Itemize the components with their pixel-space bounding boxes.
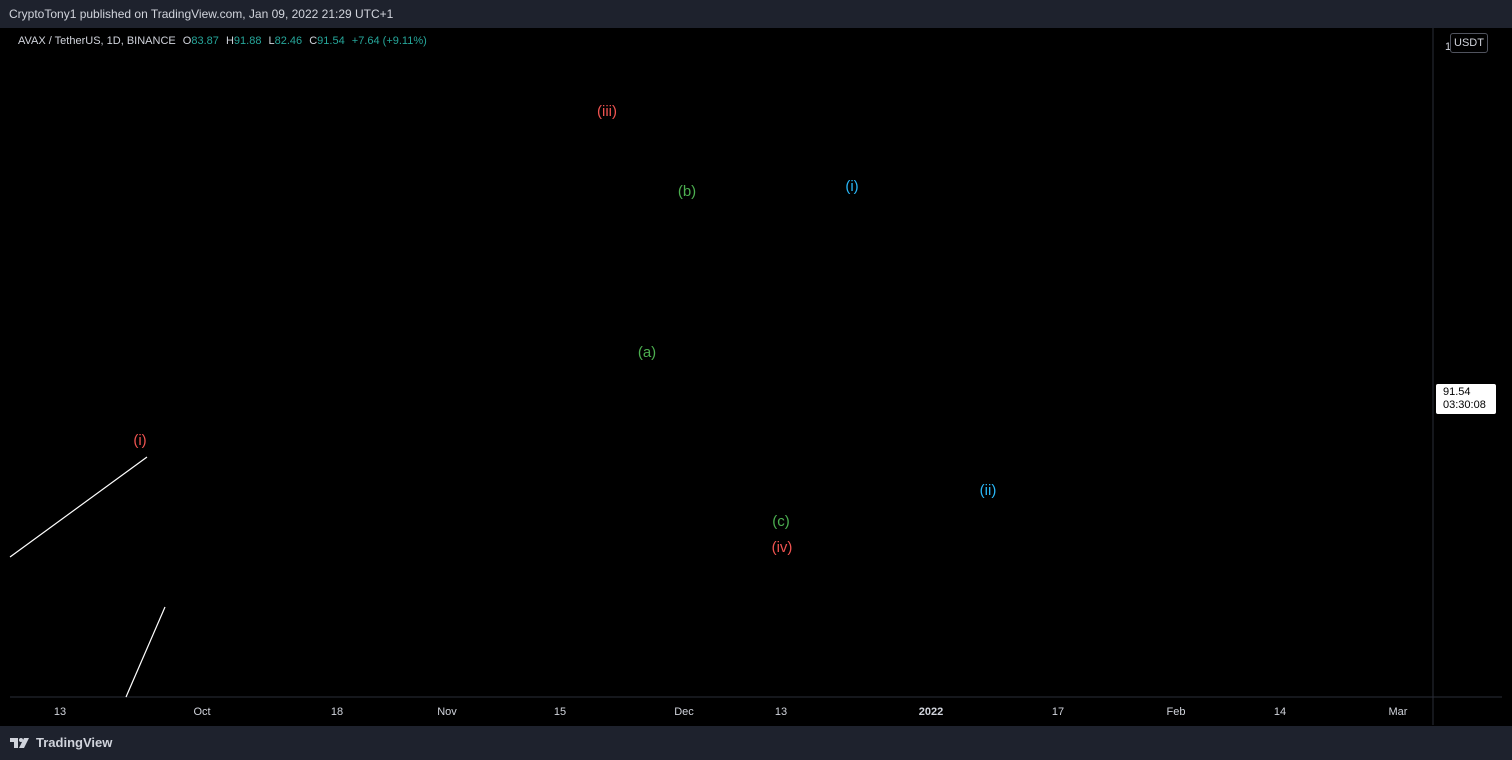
time-tick-label: Mar bbox=[1389, 706, 1408, 718]
tradingview-logo[interactable]: TradingView bbox=[10, 735, 112, 750]
wave-label[interactable]: (iv) bbox=[772, 539, 793, 556]
open-label: O bbox=[182, 35, 192, 47]
time-tick-label: Oct bbox=[193, 706, 210, 718]
currency-button[interactable]: USDT bbox=[1450, 33, 1488, 53]
close-value: 91.54 bbox=[317, 35, 345, 47]
time-tick-label: Dec bbox=[674, 706, 694, 718]
time-tick-label: Feb bbox=[1167, 706, 1186, 718]
time-tick-label: Nov bbox=[437, 706, 457, 718]
time-tick-label: 2022 bbox=[919, 706, 943, 718]
wave-label[interactable]: (c) bbox=[772, 513, 790, 530]
current-price-value: 91.54 bbox=[1443, 386, 1471, 398]
wave-label[interactable]: (i) bbox=[845, 178, 858, 195]
current-price-tag: 91.54 03:30:08 bbox=[1436, 384, 1496, 414]
symbol-name[interactable]: AVAX / TetherUS, 1D, BINANCE bbox=[18, 35, 176, 47]
wave-label[interactable]: (b) bbox=[678, 183, 696, 200]
time-tick-label: 17 bbox=[1052, 706, 1064, 718]
publisher-text: CryptoTony1 published on TradingView.com… bbox=[9, 7, 394, 21]
time-tick-label: 15 bbox=[554, 706, 566, 718]
change-value: +7.64 (+9.11%) bbox=[351, 35, 427, 47]
open-value: 83.87 bbox=[191, 35, 219, 47]
wave-label[interactable]: (ii) bbox=[980, 482, 997, 499]
high-value: 91.88 bbox=[233, 35, 262, 47]
wave-label[interactable]: (i) bbox=[133, 432, 146, 449]
tradingview-brand: TradingView bbox=[36, 735, 113, 750]
top-bar: CryptoTony1 published on TradingView.com… bbox=[0, 0, 1512, 28]
low-value: 82.46 bbox=[274, 35, 303, 47]
price-tick-label: 1 bbox=[1445, 41, 1451, 53]
trendline-lower[interactable] bbox=[125, 606, 166, 698]
wave-label[interactable]: (a) bbox=[638, 344, 656, 361]
tradingview-logo-icon bbox=[10, 737, 29, 748]
time-tick-label: 13 bbox=[775, 706, 787, 718]
high-label: H bbox=[225, 35, 234, 47]
trendline-upper[interactable] bbox=[9, 456, 148, 558]
time-tick-label: 18 bbox=[331, 706, 343, 718]
close-label: C bbox=[309, 35, 318, 47]
bottom-bar: TradingView bbox=[0, 726, 1512, 760]
low-label: L bbox=[268, 35, 275, 47]
time-tick-label: 13 bbox=[54, 706, 66, 718]
time-tick-label: 14 bbox=[1274, 706, 1286, 718]
symbol-legend[interactable]: AVAX / TetherUS, 1D, BINANCE O83.87 H91.… bbox=[18, 35, 427, 47]
wave-label[interactable]: (iii) bbox=[597, 103, 617, 120]
chart-frame[interactable] bbox=[10, 28, 1502, 725]
bar-countdown: 03:30:08 bbox=[1443, 399, 1486, 411]
